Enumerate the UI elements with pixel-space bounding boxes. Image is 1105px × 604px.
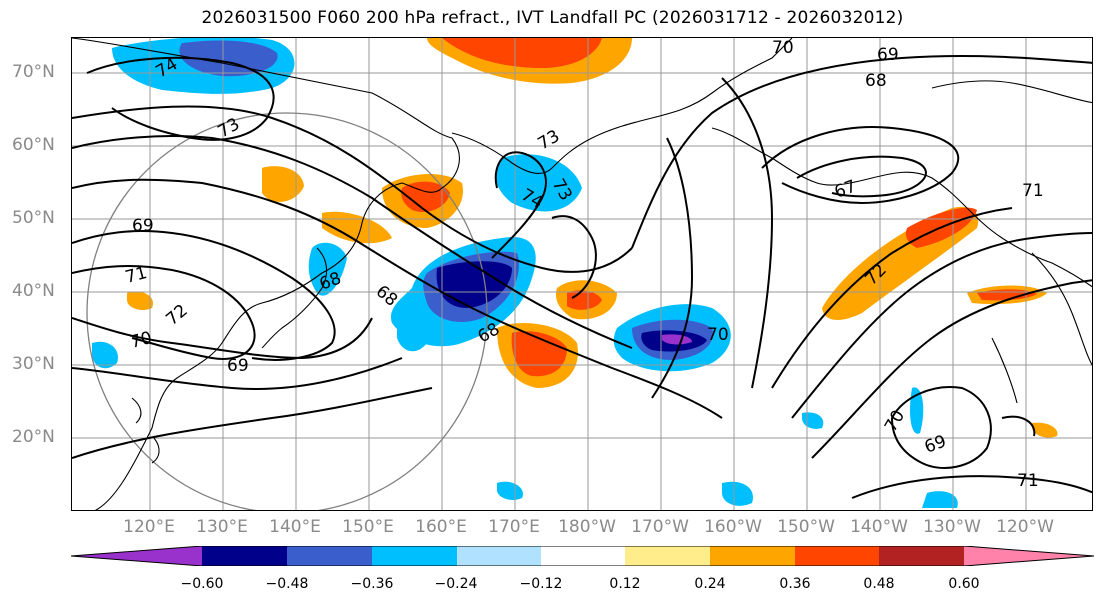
lon-label: 170°E (488, 517, 540, 537)
colorbar-segment (71, 546, 202, 566)
contour-label: 70 (707, 325, 729, 345)
colorbar-segment (625, 546, 710, 566)
positive-anomaly-region (127, 291, 153, 311)
colorbar-outline (71, 546, 1095, 566)
lon-label: 160°W (704, 517, 762, 537)
contour-label: 71 (1017, 471, 1039, 491)
lat-label: 40°N (12, 281, 55, 301)
colorbar-tick-label: −0.60 (180, 576, 224, 592)
positive-anomaly-region (262, 166, 304, 202)
lat-label: 50°N (12, 208, 55, 228)
graticule (72, 38, 1092, 510)
lon-label: 120°W (996, 517, 1054, 537)
negative-anomaly-region (495, 154, 582, 212)
colorbar-segment (202, 546, 287, 566)
lon-label: 180°W (558, 517, 616, 537)
lat-label: 70°N (12, 62, 55, 82)
positive-anomaly-region (401, 181, 450, 213)
negative-anomaly-region (802, 412, 824, 429)
map-panel: 74 73 70 69 68 69 71 72 73 74 73 68 68 6… (71, 37, 1093, 511)
colorbar-tick-label: 0.36 (779, 576, 811, 592)
lon-label: 140°W (850, 517, 908, 537)
colorbar (71, 546, 1095, 566)
contour-label: 69 (227, 356, 249, 376)
negative-anomaly-region (722, 481, 753, 506)
contour-label: 68 (865, 71, 887, 91)
contour-label: 70 (881, 407, 909, 436)
colorbar-segment (879, 546, 964, 566)
contour-label: 71 (1022, 181, 1044, 201)
colorbar-tick-label: 0.48 (863, 576, 895, 592)
lon-label: 130°E (196, 517, 248, 537)
colorbar-tick-label: 0.12 (609, 576, 641, 592)
map-title: 2026031500 F060 200 hPa refract., IVT La… (201, 8, 904, 28)
negative-anomaly-region (92, 341, 118, 369)
height-contours (72, 54, 1092, 499)
colorbar-segment (964, 546, 1094, 566)
lon-label: 170°W (631, 517, 689, 537)
contour-label: 72 (162, 301, 191, 330)
colorbar-segment (541, 546, 625, 566)
positive-anomaly-region (1032, 422, 1058, 438)
contour-label: 73 (535, 126, 564, 154)
contour-label: 67 (832, 177, 859, 203)
colorbar-tick-label: −0.24 (434, 576, 478, 592)
colorbar-segment (457, 546, 541, 566)
negative-anomaly-region (179, 40, 278, 77)
lat-label: 20°N (12, 427, 55, 447)
contour-label: 69 (922, 432, 949, 458)
negative-anomaly-region (662, 334, 692, 345)
contour-label: 69 (877, 45, 899, 65)
negative-anomaly-region (497, 481, 523, 501)
range-circle (86, 112, 488, 510)
colorbar-segment (372, 546, 457, 566)
lon-label: 130°W (923, 517, 981, 537)
colorbar-tick-label: −0.48 (265, 576, 309, 592)
lon-label: 150°W (777, 517, 835, 537)
lon-label: 140°E (269, 517, 321, 537)
positive-anomaly-region (322, 211, 392, 244)
negative-anomaly-region (397, 312, 428, 352)
colorbar-tick-label: 0.24 (694, 576, 726, 592)
colorbar-tick-label: 0.60 (948, 576, 980, 592)
positive-anomaly-region (442, 38, 602, 68)
lon-label: 160°E (415, 517, 467, 537)
contour-label: 69 (132, 216, 154, 236)
negative-anomaly-region (436, 261, 512, 308)
map-canvas: 74 73 70 69 68 69 71 72 73 74 73 68 68 6… (72, 38, 1092, 510)
colorbar-segment (795, 546, 879, 566)
contour-label: 70 (772, 38, 794, 58)
colorbar-tick-label: −0.36 (350, 576, 394, 592)
negative-anomaly-region (909, 387, 924, 434)
colorbar-tick-label: −0.12 (519, 576, 563, 592)
lat-label: 60°N (12, 135, 55, 155)
lat-label: 30°N (12, 354, 55, 374)
colorbar-segment (287, 546, 372, 566)
lon-label: 150°E (342, 517, 394, 537)
colorbar-segment (710, 546, 795, 566)
negative-anomaly-region (922, 491, 958, 508)
lon-label: 120°E (123, 517, 175, 537)
coastlines (72, 38, 1092, 510)
